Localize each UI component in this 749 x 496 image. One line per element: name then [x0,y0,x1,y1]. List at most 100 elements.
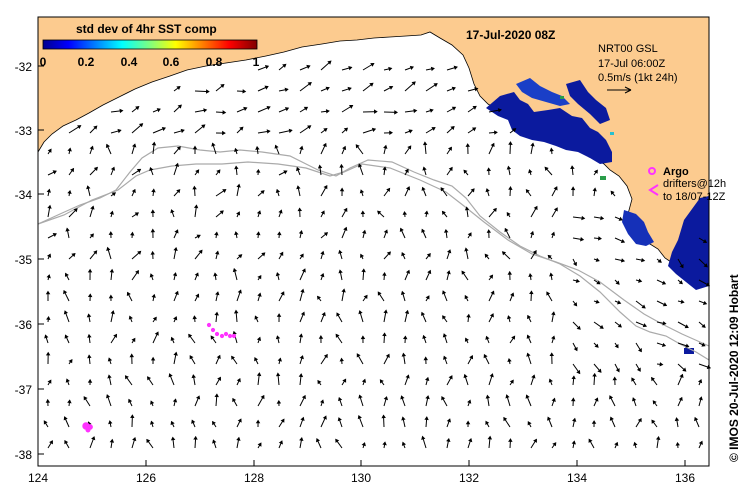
current-vector [320,128,328,134]
axis-ticks [37,65,686,466]
current-vector [234,231,239,239]
current-vector [317,295,322,302]
current-vector [422,166,427,176]
current-vector [194,395,201,407]
current-vector [698,258,708,268]
current-vector [109,210,114,218]
current-vector [425,253,431,260]
current-vector [635,278,643,283]
current-vector [215,84,225,92]
current-vector [193,435,198,449]
current-vector [299,82,312,92]
current-vector [383,309,388,323]
current-vector [401,416,406,428]
current-vector [86,313,92,323]
current-vector [631,377,637,386]
current-vector [361,378,367,386]
current-vector [317,379,322,386]
current-vector [383,396,389,407]
current-vector [256,231,261,239]
current-vector [547,416,553,428]
current-vector [570,186,576,197]
current-vector [110,128,122,134]
current-vector [152,108,161,113]
current-vector [551,186,558,197]
current-vector [467,399,472,407]
current-vector [106,246,112,260]
drifter-track-west [82,422,93,433]
current-vector [677,342,690,348]
current-vector [488,108,502,113]
current-vector [68,358,73,365]
current-vector [338,396,343,407]
current-vector [549,147,554,155]
current-vector [236,436,241,449]
current-vector [651,419,658,428]
current-vector [571,440,576,449]
current-vector [318,335,324,344]
current-vector [150,228,156,239]
current-vector [382,166,387,176]
current-vector [677,258,684,269]
x-axis-labels: 124 126 128 130 132 134 136 [28,471,695,485]
current-vector [46,253,52,260]
current-vector [609,395,616,407]
current-vector [404,374,410,386]
current-vector [400,290,406,302]
current-vector [47,233,57,239]
current-vector [172,398,178,407]
current-vector [257,190,265,197]
current-vector [401,352,407,365]
current-vector [698,396,703,407]
current-vector [467,355,474,365]
current-vector [377,210,385,218]
current-vector [632,397,637,407]
current-vector [299,288,305,302]
current-vector [152,331,159,344]
current-vector [341,105,354,113]
current-vector [570,165,575,176]
current-vector [593,215,605,221]
current-vector [360,210,366,218]
sst-patch-gulf-west [516,78,570,106]
current-vector [677,279,683,285]
current-vector [299,253,304,260]
current-vector [214,311,219,323]
current-vector [486,229,492,239]
scale-arrow-icon [607,86,632,94]
current-vector [65,378,70,386]
current-vector [320,109,330,114]
current-vector [89,233,94,239]
current-vector [404,186,411,197]
colorbar-tick: 0.8 [206,55,223,69]
current-vector [236,254,243,260]
current-vector [527,421,532,428]
current-vector [131,250,142,260]
current-vector [401,252,406,260]
current-vector [464,206,470,218]
current-vector [464,247,469,260]
current-vector [425,127,436,134]
current-vector [63,289,70,302]
drifter-tracks [82,322,237,433]
current-vector [44,334,49,344]
current-vector [379,379,385,386]
colorbar-tick: 0 [40,55,47,69]
current-vector [320,232,329,239]
current-vector [320,353,328,365]
legend-vector-scale: 0.5m/s (1kt 24h) [598,72,677,84]
current-vector [108,231,114,239]
current-vector [236,418,242,428]
current-vector [236,183,241,197]
current-vector [485,335,490,344]
x-tick-label: 130 [351,471,371,485]
current-vector [446,418,451,428]
current-vector [278,63,287,71]
current-vector [297,207,303,218]
current-vector [677,321,689,329]
current-vector [320,184,328,197]
current-vector [546,291,553,302]
current-vector [362,109,378,114]
current-vector [461,270,469,281]
